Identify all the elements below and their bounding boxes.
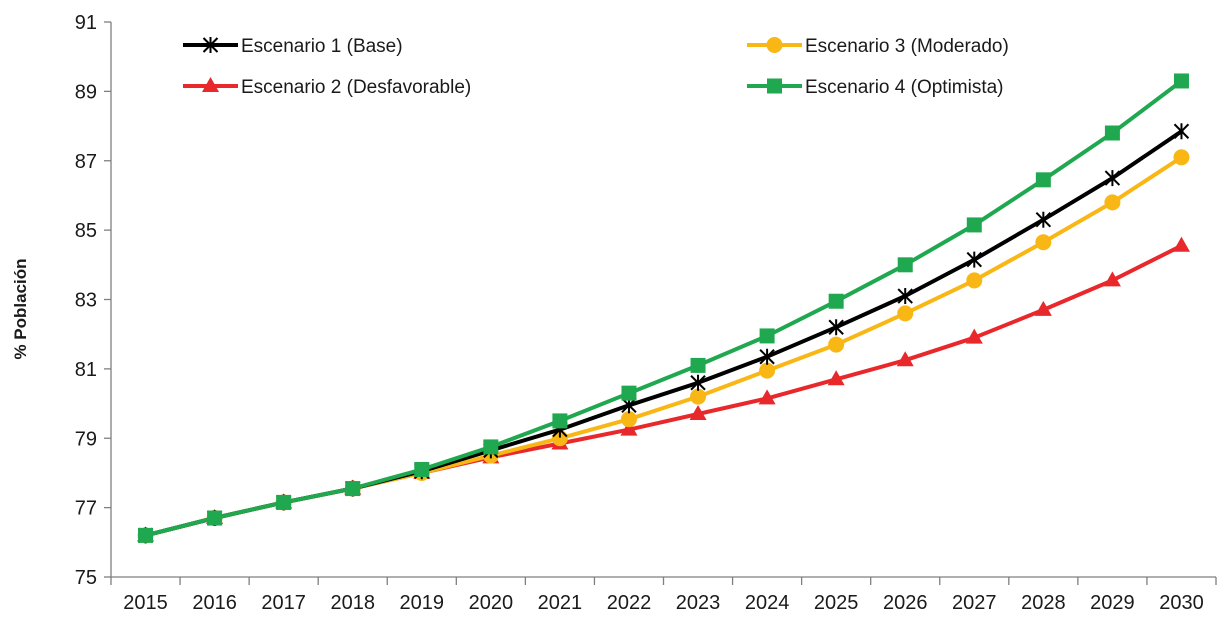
x-tick-label: 2018 [330,592,375,614]
data-point-marker [759,362,776,379]
data-point-marker [828,319,844,336]
data-point-marker [827,370,845,386]
x-tick-label: 2027 [952,592,997,614]
x-tick-label: 2019 [400,592,445,614]
data-point-marker [897,288,913,305]
data-point-marker [897,257,913,273]
y-tick-label: 87 [75,151,97,173]
data-point-marker [1035,172,1051,188]
data-point-marker [828,336,845,353]
series-line [143,155,1184,538]
data-point-marker [759,328,775,344]
x-tick-label: 2029 [1090,592,1135,614]
legend-marker [202,37,219,53]
x-tick-label: 2025 [814,592,859,614]
data-point-marker [1173,123,1190,140]
data-point-marker [1104,125,1120,141]
data-point-marker [1173,149,1190,166]
x-tick-label: 2030 [1159,592,1204,614]
legend-label: Escenario 1 (Base) [241,36,403,57]
series-line [143,79,1184,538]
x-tick-label: 2021 [538,592,583,614]
data-point-marker [690,357,706,373]
data-point-marker [138,527,154,543]
data-point-marker [621,385,637,401]
y-tick-label: 77 [75,498,97,520]
x-tick-label: 2020 [469,592,514,614]
data-point-marker [620,411,637,428]
legend-label: Escenario 4 (Optimista) [805,77,1004,98]
data-point-marker [690,388,707,405]
series-3 [137,149,1190,544]
x-tick-label: 2016 [192,592,237,614]
legend-marker [202,77,219,92]
axes [104,21,1217,585]
legend-label: Escenario 3 (Moderado) [805,36,1009,57]
y-tick-label: 75 [75,567,97,589]
y-tick-label: 89 [75,81,97,103]
data-point-marker [758,389,776,405]
y-tick-label: 79 [75,428,97,450]
x-tick-label: 2015 [123,592,168,614]
data-point-marker [966,217,982,233]
data-point-marker [414,461,430,477]
data-point-marker [1173,73,1189,89]
y-tick-label: 83 [75,290,97,312]
data-point-marker [759,348,775,365]
y-tick-label: 85 [75,220,97,242]
y-tick-labels: 75 77 79 81 83 85 87 89 91 [75,12,97,589]
data-point-marker [1034,300,1052,316]
data-point-marker [207,510,223,526]
data-point-marker [620,420,638,436]
y-axis-title: % Población [11,258,30,359]
data-point-marker [966,272,983,289]
legend: Escenario 1 (Base) Escenario 2 (Desfavora… [183,36,1009,98]
legend-entry: Escenario 2 (Desfavorable) [183,77,471,98]
x-tick-label: 2023 [676,592,721,614]
x-tick-label: 2028 [1021,592,1066,614]
legend-entry: Escenario 4 (Optimista) [747,77,1004,98]
data-point-marker [1035,211,1052,228]
data-point-marker [690,374,706,391]
data-point-marker [689,404,707,420]
y-tick-label: 91 [75,12,97,34]
series-2 [137,236,1190,542]
legend-label: Escenario 2 (Desfavorable) [241,77,471,98]
data-point-marker [1104,194,1121,211]
series-4 [138,73,1189,543]
data-point-marker [483,439,499,455]
data-point-marker [1035,234,1052,251]
x-tick-label: 2022 [607,592,652,614]
legend-entry: Escenario 3 (Moderado) [747,36,1009,57]
data-point-marker [1172,236,1190,252]
data-point-marker [897,305,914,322]
data-point-marker [896,351,914,367]
y-tick-label: 81 [75,359,97,381]
data-point-marker [966,251,982,268]
x-tick-label: 2026 [883,592,928,614]
data-point-marker [345,481,361,497]
legend-marker [766,37,783,53]
legend-entry: Escenario 1 (Base) [183,36,403,57]
x-tick-label: 2024 [745,592,790,614]
data-point-marker [828,293,844,309]
data-point-marker [1104,170,1121,187]
data-point-marker [552,413,568,429]
data-point-marker [276,494,292,510]
data-point-marker [1103,271,1121,287]
x-tick-label: 2017 [261,592,306,614]
series-lines [137,73,1190,544]
x-tick-labels: 2015 2016 2017 2018 2019 2020 2021 2022 2023 2024… [123,592,1203,614]
series-line [143,243,1184,538]
legend-marker [767,78,782,94]
data-point-marker [965,328,983,344]
